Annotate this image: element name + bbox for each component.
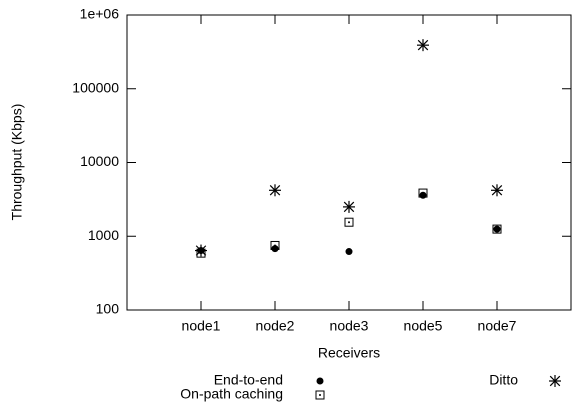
dot	[274, 244, 276, 247]
legend-label: On-path caching	[180, 386, 283, 402]
x-axis-label: Receivers	[318, 345, 380, 361]
plot-frame	[126, 14, 572, 311]
square	[492, 224, 502, 234]
dot	[422, 192, 424, 195]
dot	[496, 228, 498, 231]
point	[271, 245, 279, 253]
stroke	[417, 39, 429, 51]
legend-marker	[315, 390, 325, 400]
point	[417, 39, 429, 52]
stroke	[343, 201, 355, 213]
square	[315, 390, 325, 400]
y-tick-label: 1000	[88, 227, 119, 243]
dot	[348, 221, 350, 224]
point	[491, 184, 503, 197]
stroke	[195, 245, 207, 256]
stroke	[549, 375, 561, 387]
y-tick-label: 1e+06	[80, 6, 120, 22]
square	[344, 217, 354, 227]
x-tick-label: node7	[478, 318, 517, 334]
point	[343, 200, 355, 213]
point	[344, 217, 354, 227]
point	[195, 244, 207, 257]
dot	[319, 394, 321, 396]
legend-marker	[549, 375, 561, 387]
x-tick-label: node5	[404, 318, 443, 334]
y-axis-label: Throughput (Kbps)	[9, 104, 25, 221]
point	[418, 188, 428, 198]
stroke	[491, 185, 503, 196]
point	[492, 224, 502, 234]
dot	[316, 377, 324, 385]
square	[418, 188, 428, 198]
legend-label: End-to-end	[214, 372, 283, 388]
legend-marker	[316, 377, 324, 385]
point	[270, 240, 280, 250]
y-tick-label: 100000	[72, 79, 119, 95]
x-tick-label: node1	[182, 318, 221, 334]
dot	[271, 245, 279, 253]
point	[269, 184, 281, 197]
point	[345, 248, 353, 256]
x-tick-label: node3	[330, 318, 369, 334]
dot	[345, 248, 353, 256]
y-tick-label: 10000	[80, 153, 119, 169]
stroke	[269, 185, 281, 196]
square	[270, 240, 280, 250]
legend-label: Ditto	[489, 372, 518, 388]
y-tick-label: 100	[96, 301, 120, 317]
x-tick-label: node2	[256, 318, 295, 334]
